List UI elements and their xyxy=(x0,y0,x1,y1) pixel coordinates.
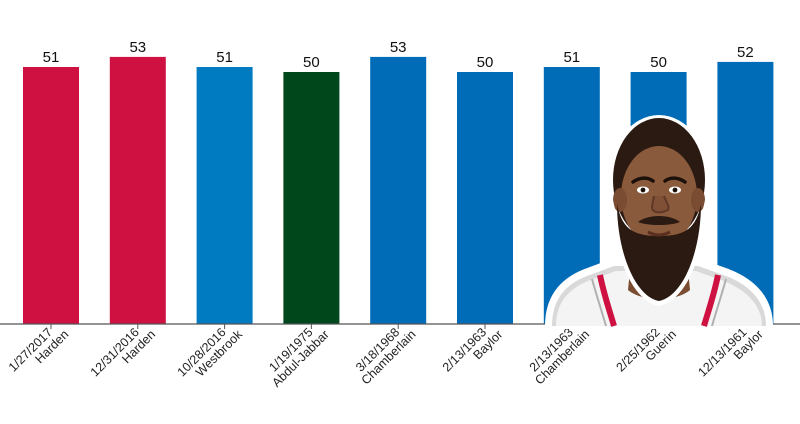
value-label-1: 53 xyxy=(129,39,146,56)
bar-0 xyxy=(23,67,79,324)
value-label-5: 50 xyxy=(477,54,494,71)
value-labels-group: 51 53 51 50 53 50 51 50 52 xyxy=(43,39,754,71)
value-label-8: 52 xyxy=(737,44,754,61)
bar-3 xyxy=(283,72,340,324)
value-label-7: 50 xyxy=(650,54,667,71)
value-label-2: 51 xyxy=(216,49,233,66)
value-label-6: 51 xyxy=(563,49,580,66)
bar-1 xyxy=(109,56,166,325)
value-label-3: 50 xyxy=(303,54,320,71)
value-label-0: 51 xyxy=(43,49,60,66)
bar-4 xyxy=(370,56,427,325)
value-label-4: 53 xyxy=(390,39,407,56)
player-portrait-icon xyxy=(544,115,774,329)
bar-5 xyxy=(457,72,513,324)
bar-2 xyxy=(196,67,253,324)
